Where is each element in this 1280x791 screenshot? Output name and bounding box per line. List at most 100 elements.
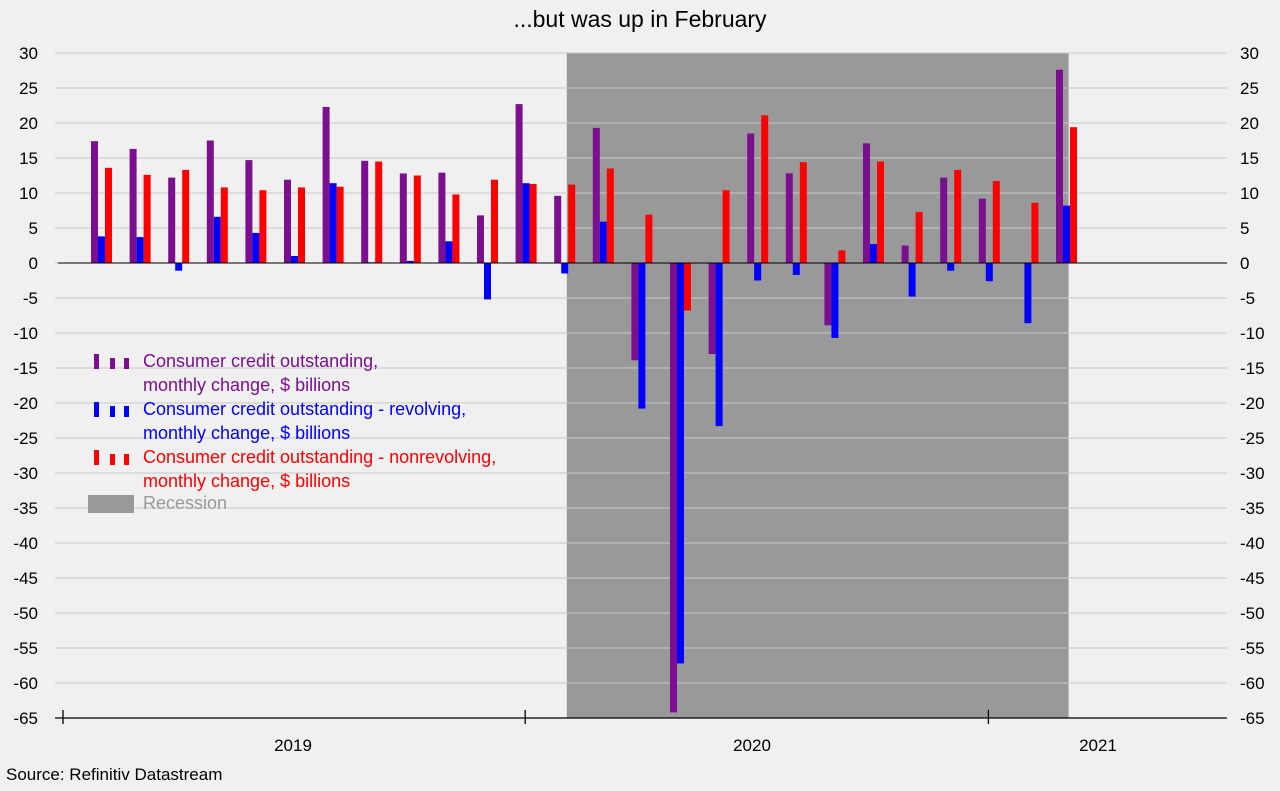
- y-tick-label-right: -65: [1240, 709, 1265, 728]
- legend: Consumer credit outstanding, monthly chan…: [88, 351, 496, 513]
- bar: [298, 187, 305, 263]
- x-tick-label: 2020: [733, 736, 771, 755]
- bar: [491, 179, 498, 263]
- bar: [245, 160, 253, 263]
- bar: [754, 263, 762, 281]
- legend-item-recession: Recession: [88, 493, 227, 513]
- bar: [985, 263, 993, 282]
- legend-item-2: Consumer credit outstanding - revolving,…: [94, 399, 466, 443]
- bar: [838, 250, 846, 263]
- bar: [445, 241, 453, 263]
- y-tick-label-left: -20: [13, 394, 38, 413]
- y-tick-label-right: -55: [1240, 639, 1265, 658]
- bar: [947, 263, 955, 271]
- y-tick-label-left: -35: [13, 499, 38, 518]
- legend-label: Consumer credit outstanding - revolving,: [143, 399, 466, 419]
- bar-series-2: [98, 183, 1070, 664]
- legend-label: monthly change, $ billions: [143, 423, 350, 443]
- bar: [831, 263, 839, 338]
- legend-swatch: [94, 354, 99, 369]
- bar: [91, 141, 98, 263]
- bar: [182, 169, 190, 263]
- y-tick-label-left: 10: [19, 184, 38, 203]
- y-tick-label-right: -35: [1240, 499, 1265, 518]
- y-tick-label-left: -15: [13, 359, 38, 378]
- legend-label: Recession: [143, 493, 227, 513]
- bar: [291, 256, 298, 263]
- bar: [799, 162, 807, 263]
- bars: [91, 69, 1077, 713]
- bar: [940, 177, 948, 263]
- bar: [322, 106, 330, 264]
- bar: [136, 237, 144, 263]
- bar: [375, 161, 383, 263]
- legend-item-1: Consumer credit outstanding, monthly chan…: [94, 351, 378, 395]
- y-tick-label-left: -60: [13, 674, 38, 693]
- bar: [561, 263, 569, 274]
- bar: [568, 184, 576, 263]
- bar: [329, 183, 337, 263]
- bar: [1024, 263, 1032, 324]
- bar: [143, 174, 151, 263]
- legend-label: Consumer credit outstanding,: [143, 351, 378, 371]
- x-axis-ticks: 2019 2020 2021: [62, 710, 1117, 755]
- y-tick-label-right: 30: [1240, 44, 1259, 63]
- bar: [684, 263, 691, 311]
- bar: [259, 190, 267, 263]
- axes: [55, 262, 1227, 719]
- bar: [529, 183, 537, 263]
- y-tick-label-left: -40: [13, 534, 38, 553]
- bar: [336, 186, 344, 263]
- bar: [761, 115, 769, 263]
- bar: [677, 263, 684, 664]
- x-tick-label: 2019: [274, 736, 312, 755]
- bar: [554, 195, 562, 263]
- bar: [631, 263, 639, 361]
- legend-swatch: [94, 450, 99, 465]
- y-tick-label-right: 10: [1240, 184, 1259, 203]
- y-tick-label-right: 20: [1240, 114, 1259, 133]
- y-tick-label-left: 15: [19, 149, 38, 168]
- bar: [522, 183, 530, 263]
- bar: [406, 260, 414, 263]
- bar: [908, 263, 916, 297]
- bar: [98, 236, 105, 263]
- bar: [1031, 202, 1039, 263]
- bar: [252, 232, 260, 263]
- bar: [477, 215, 484, 263]
- legend-swatch: [88, 495, 134, 513]
- bar: [638, 263, 646, 409]
- y-tick-label-left: 20: [19, 114, 38, 133]
- bar-series-3: [105, 115, 1077, 311]
- bar: [863, 143, 870, 263]
- bar: [785, 173, 793, 263]
- legend-label: monthly change, $ billions: [143, 471, 350, 491]
- bar: [954, 169, 962, 263]
- recession-band: [566, 53, 1069, 718]
- legend-swatch: [124, 454, 129, 465]
- legend-label: monthly change, $ billions: [143, 375, 350, 395]
- bar: [413, 175, 421, 263]
- y-tick-label-left: -10: [13, 324, 38, 343]
- y-tick-label-left: 0: [29, 254, 38, 273]
- y-tick-label-right: 25: [1240, 79, 1259, 98]
- y-tick-label-right: 15: [1240, 149, 1259, 168]
- y-tick-label-left: 5: [29, 219, 38, 238]
- bar: [220, 187, 228, 263]
- y-tick-label-right: -50: [1240, 604, 1265, 623]
- bar: [484, 263, 491, 300]
- bar: [284, 179, 291, 263]
- y-tick-label-left: 30: [19, 44, 38, 63]
- bar: [452, 194, 460, 263]
- bar: [105, 167, 112, 263]
- bar: [206, 140, 214, 263]
- bar: [915, 211, 923, 263]
- bar: [515, 104, 523, 263]
- bar: [606, 168, 614, 263]
- bar: [1063, 205, 1070, 263]
- y-tick-label-left: -50: [13, 604, 38, 623]
- y-tick-label-right: -20: [1240, 394, 1265, 413]
- bar: [792, 263, 800, 275]
- y-tick-label-right: -5: [1240, 289, 1255, 308]
